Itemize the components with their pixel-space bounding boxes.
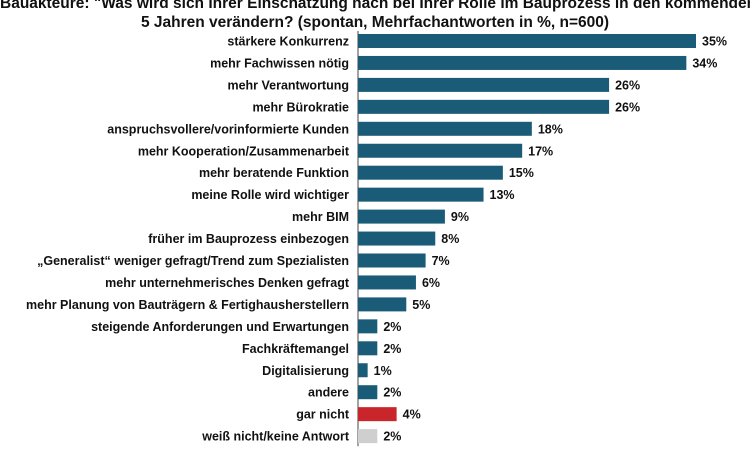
bar xyxy=(358,297,407,312)
value-label: 2% xyxy=(383,430,401,444)
bar xyxy=(358,429,378,444)
value-label: 26% xyxy=(615,78,640,92)
category-label: meine Rolle wird wichtiger xyxy=(191,188,349,202)
category-label: stärkere Konkurrenz xyxy=(227,35,349,49)
bar xyxy=(358,99,610,114)
category-label: „Generalist“ weniger gefragt/Trend zum S… xyxy=(37,254,349,268)
value-label: 5% xyxy=(412,298,430,312)
bar xyxy=(358,363,368,378)
value-label: 17% xyxy=(528,144,553,158)
bar xyxy=(358,165,503,180)
value-label: 26% xyxy=(615,100,640,114)
value-label: 9% xyxy=(451,210,469,224)
bar xyxy=(358,231,436,246)
bar xyxy=(358,121,532,136)
chart-title-line-1: Bauakteure: "Was wird sich Ihrer Einschä… xyxy=(0,0,750,12)
bar xyxy=(358,319,378,334)
category-label: andere xyxy=(308,386,349,400)
bar xyxy=(358,253,426,268)
category-label: mehr Kooperation/Zusammenarbeit xyxy=(138,144,350,158)
value-label: 18% xyxy=(538,122,563,136)
value-label: 8% xyxy=(441,232,459,246)
bar xyxy=(358,341,378,356)
category-label: mehr Fachwissen nötig xyxy=(210,56,349,70)
value-label: 35% xyxy=(702,35,727,49)
category-label: Digitalisierung xyxy=(262,364,349,378)
category-label: mehr Verantwortung xyxy=(227,78,349,92)
category-label: mehr BIM xyxy=(292,210,349,224)
bar xyxy=(358,407,397,422)
value-label: 7% xyxy=(432,254,450,268)
category-label: mehr Bürokratie xyxy=(252,100,349,114)
bar xyxy=(358,55,687,70)
bar xyxy=(358,143,523,158)
bar xyxy=(358,385,378,400)
bar xyxy=(358,209,445,224)
bar xyxy=(358,187,484,202)
value-label: 2% xyxy=(383,342,401,356)
value-label: 2% xyxy=(383,386,401,400)
value-label: 13% xyxy=(490,188,515,202)
value-label: 15% xyxy=(509,166,534,180)
value-label: 34% xyxy=(692,56,717,70)
bar xyxy=(358,34,696,48)
category-label: gar nicht xyxy=(296,408,350,422)
bar xyxy=(358,275,416,290)
category-label: mehr Planung von Bauträgern & Fertighaus… xyxy=(26,298,349,312)
category-label: steigende Anforderungen und Erwartungen xyxy=(91,320,349,334)
category-label: mehr beratende Funktion xyxy=(199,166,349,180)
bar xyxy=(358,77,610,92)
value-label: 2% xyxy=(383,320,401,334)
category-label: weiß nicht/keine Antwort xyxy=(201,430,350,444)
chart-title: Bauakteure: "Was wird sich Ihrer Einschä… xyxy=(0,0,750,32)
value-label: 6% xyxy=(422,276,440,290)
value-label: 4% xyxy=(403,408,421,422)
category-label: mehr unternehmerisches Denken gefragt xyxy=(105,276,350,290)
category-label: Fachkräftemangel xyxy=(242,342,349,356)
category-label: früher im Bauprozess einbezogen xyxy=(148,232,349,246)
chart-title-line-2: 5 Jahren verändern? (spontan, Mehrfachan… xyxy=(140,14,610,31)
category-label: anspruchsvollere/vorinformierte Kunden xyxy=(107,122,349,136)
value-label: 1% xyxy=(374,364,392,378)
